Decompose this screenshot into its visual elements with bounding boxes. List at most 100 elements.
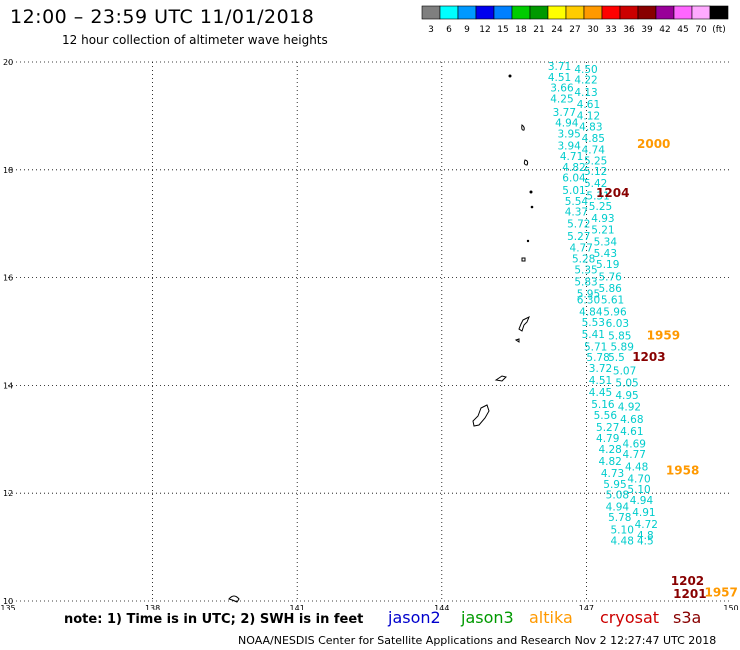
wave-height-value: 5.95 (603, 479, 626, 491)
wave-height-value: 4.51 (548, 72, 571, 84)
wave-height-value: 5.54 (565, 196, 589, 208)
y-tick-label: 18 (3, 166, 13, 175)
wave-height-value: 5.28 (572, 254, 595, 266)
island (526, 239, 530, 243)
wave-height-value: 5.27 (567, 231, 590, 243)
wave-height-value: 4.48 (625, 462, 648, 474)
wave-height-value: 3.66 (550, 83, 574, 95)
color-swatch (709, 5, 729, 20)
wave-height-value: 4.71 (560, 151, 583, 163)
wave-height-value: 5.83 (574, 277, 597, 289)
wave-height-value: 5.5 (608, 352, 625, 364)
pass-time-label: 2000 (637, 137, 670, 151)
wave-height-value: 5.85 (608, 331, 631, 343)
wave-height-value: 5.78 (608, 512, 631, 524)
color-scale-label: 27 (569, 25, 580, 35)
color-scale-label: 3 (428, 25, 434, 35)
color-scale-label: 39 (641, 25, 653, 35)
wave-height-value: 5.10 (627, 484, 650, 496)
color-scale-label: 18 (515, 25, 527, 35)
wave-height-value: 4.94 (555, 118, 579, 130)
wave-height-value: 5.12 (584, 166, 607, 178)
wave-height-value: 4.91 (632, 507, 655, 519)
wave-height-value: 4.12 (577, 111, 600, 123)
legend-satellite-jason2: jason2 (388, 608, 441, 627)
pass-time-label: 1201 (673, 587, 706, 601)
wave-height-value: 4.74 (582, 145, 606, 157)
wave-height-value: 4.70 (627, 473, 650, 485)
wave-height-value: 4.61 (620, 426, 643, 438)
island (494, 375, 507, 382)
wave-height-value: 5.89 (611, 341, 634, 353)
x-tick-label: 147 (579, 604, 594, 610)
legend-satellite-s3a: s3a (673, 608, 702, 627)
wave-height-value: 4.69 (623, 438, 646, 450)
pass-time-label: 1204 (596, 186, 629, 200)
footer-note: note: 1) Time is in UTC; 2) SWH is in fe… (64, 612, 364, 627)
wave-height-value: 4.73 (601, 468, 624, 480)
wave-height-value: 5.07 (613, 366, 636, 378)
chart-title: 12:00 – 23:59 UTC 11/01/2018 (10, 6, 315, 28)
wave-height-value: 5.61 (601, 294, 624, 306)
color-scale-label: 9 (464, 25, 470, 35)
pass-time-label: 1959 (647, 329, 680, 343)
wave-height-value: 5.56 (594, 410, 618, 422)
island (530, 205, 534, 209)
island (228, 595, 240, 603)
wave-height-values: 3.71 4.504.51 4.223.66 4.134.25 4.613.77 4.12… (548, 61, 658, 547)
wave-height-value: 4.13 (574, 87, 597, 99)
color-scale-label: 12 (479, 25, 490, 35)
wave-height-value: 5.78 (586, 352, 609, 364)
island-outlines (228, 74, 534, 603)
wave-height-value: 4.5 (637, 535, 654, 547)
color-scale-label: 30 (587, 25, 599, 35)
wave-height-value: 4.79 (596, 433, 619, 445)
y-tick-label: 20 (3, 58, 13, 67)
pass-time-label: 1202 (671, 574, 704, 588)
wave-height-value: 5.96 (603, 306, 627, 318)
wave-height-value: 5.01 (562, 185, 585, 197)
color-scale-label: (ft) (712, 25, 726, 35)
wave-height-value: 4.25 (550, 93, 573, 105)
wave-height-value: 5.27 (596, 422, 619, 434)
legend-satellite-jason3: jason3 (461, 608, 514, 627)
wave-height-value: 5.10 (611, 525, 634, 537)
wave-height-value: 4.8 (637, 530, 654, 542)
wave-height-value: 5.86 (598, 283, 622, 295)
wave-height-value: 4.51 (589, 375, 612, 387)
island (523, 159, 529, 166)
color-scale-label: 24 (551, 25, 563, 35)
legend-satellite-cryosat: cryosat (600, 608, 660, 627)
axis-tick-labels: 135 138 141 144 147 150 10 12 14 16 18 20 (0, 58, 738, 610)
wave-height-value: 4.94 (606, 501, 630, 513)
wave-height-value: 3.94 (557, 140, 581, 152)
wave-height-value: 4.50 (574, 64, 597, 76)
color-scale-label: 42 (659, 25, 670, 35)
wave-height-value: 4.82 (562, 162, 585, 174)
color-scale-label: 36 (623, 25, 635, 35)
wave-height-value: 4.77 (570, 243, 593, 255)
wave-height-value: 5.42 (584, 178, 607, 190)
wave-height-value: 5.35 (574, 264, 597, 276)
pass-time-label: 1203 (632, 350, 665, 364)
wave-height-value: 6.03 (606, 318, 629, 330)
credit-line: NOAA/NESDIS Center for Satellite Applica… (238, 634, 717, 647)
wave-height-value: 4.93 (591, 213, 614, 225)
wave-height-value: 5.25 (589, 201, 612, 213)
wave-height-value: 6.30 (577, 294, 600, 306)
y-tick-label: 16 (3, 274, 13, 283)
wave-height-value: 5.43 (594, 248, 617, 260)
color-scale-label: 6 (446, 25, 452, 35)
wave-height-value: 4.84 (579, 306, 603, 318)
wave-height-value: 5.19 (596, 259, 619, 271)
wave-height-value: 4.92 (618, 402, 641, 414)
wave-height-value: 5.21 (591, 224, 614, 236)
color-scale-label: 15 (497, 25, 508, 35)
wave-height-value: 4.61 (577, 99, 600, 111)
island (521, 257, 526, 262)
wave-height-value: 5.76 (598, 271, 622, 283)
wave-height-value: 3.71 (548, 61, 571, 73)
wave-height-value: 4.94 (630, 495, 654, 507)
